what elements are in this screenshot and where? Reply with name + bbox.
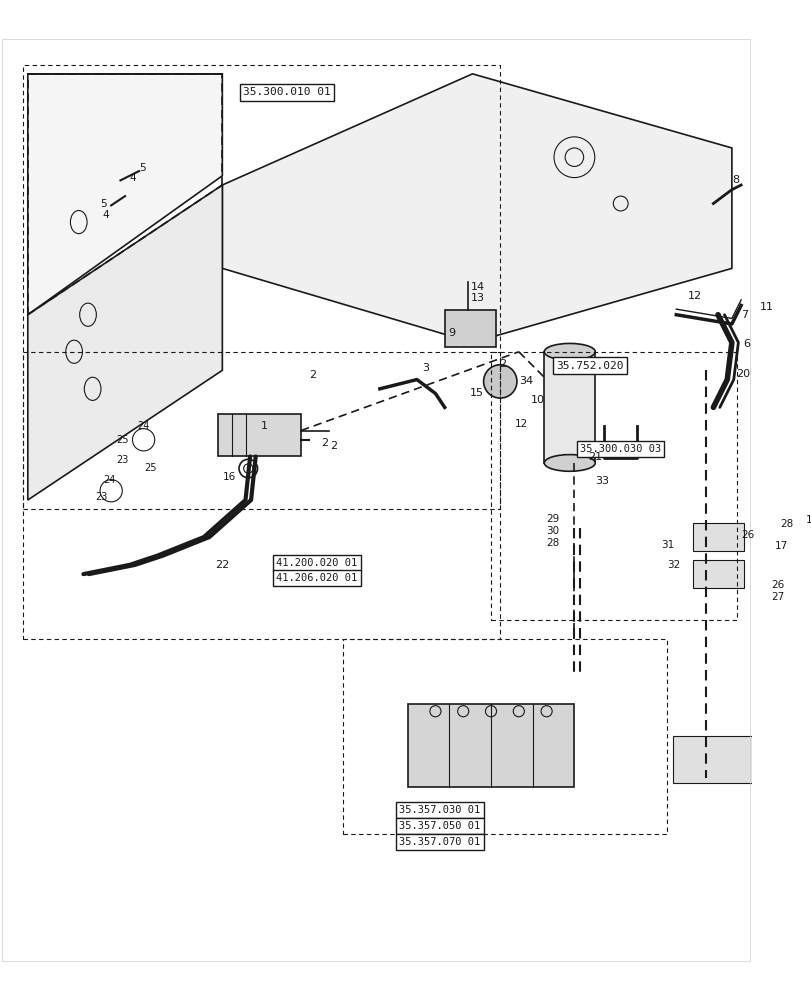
Polygon shape xyxy=(28,185,222,500)
Text: 25: 25 xyxy=(116,435,128,445)
Text: 33: 33 xyxy=(594,476,609,486)
Bar xyxy=(217,414,301,456)
Text: 17: 17 xyxy=(774,541,787,551)
Text: 18: 18 xyxy=(809,526,811,536)
Text: 25: 25 xyxy=(144,463,157,473)
Circle shape xyxy=(483,365,517,398)
Text: 2: 2 xyxy=(329,441,337,451)
Text: 23: 23 xyxy=(96,492,108,502)
Bar xyxy=(692,523,743,551)
Text: 12: 12 xyxy=(514,419,528,429)
Text: 32: 32 xyxy=(666,560,680,570)
Text: 14: 14 xyxy=(470,282,484,292)
Text: 28: 28 xyxy=(779,519,792,529)
Text: 30: 30 xyxy=(546,526,559,536)
Text: 41.206.020 01: 41.206.020 01 xyxy=(276,573,357,583)
Text: 23: 23 xyxy=(116,455,128,465)
Text: 24: 24 xyxy=(103,475,115,485)
Text: 10: 10 xyxy=(530,395,544,405)
Text: 35.300.010 01: 35.300.010 01 xyxy=(243,87,331,97)
Text: 21: 21 xyxy=(587,452,602,462)
Text: 22: 22 xyxy=(215,560,230,570)
Bar xyxy=(543,352,594,463)
Ellipse shape xyxy=(543,343,594,360)
Text: 12: 12 xyxy=(687,291,701,301)
Bar xyxy=(672,736,755,783)
Text: 2: 2 xyxy=(309,370,316,380)
Text: 11: 11 xyxy=(759,302,773,312)
Text: 35.300.030 03: 35.300.030 03 xyxy=(579,444,660,454)
Text: 15: 15 xyxy=(469,388,483,398)
Text: 16: 16 xyxy=(223,472,236,482)
Polygon shape xyxy=(28,74,222,315)
Text: 4: 4 xyxy=(130,173,136,183)
Text: 28: 28 xyxy=(546,538,559,548)
Text: 3: 3 xyxy=(423,363,429,373)
Text: 20: 20 xyxy=(736,369,749,379)
Ellipse shape xyxy=(543,455,594,471)
Polygon shape xyxy=(222,74,731,343)
Text: 35.357.030 01: 35.357.030 01 xyxy=(399,805,480,815)
Text: 24: 24 xyxy=(137,421,149,431)
Text: 34: 34 xyxy=(518,376,532,386)
Text: 35.752.020: 35.752.020 xyxy=(556,361,623,371)
Text: 13: 13 xyxy=(470,293,484,303)
Bar xyxy=(407,704,573,787)
Text: 26: 26 xyxy=(740,530,753,540)
Polygon shape xyxy=(444,310,495,347)
Text: 35.357.070 01: 35.357.070 01 xyxy=(399,837,480,847)
Text: 5: 5 xyxy=(100,199,106,209)
Text: 9: 9 xyxy=(448,328,455,338)
Text: 31: 31 xyxy=(661,540,674,550)
Text: 29: 29 xyxy=(546,514,559,524)
Text: 4: 4 xyxy=(102,210,109,220)
Text: 41.200.020 01: 41.200.020 01 xyxy=(276,558,357,568)
Text: 8: 8 xyxy=(731,175,738,185)
Text: 1: 1 xyxy=(260,421,267,431)
Text: 27: 27 xyxy=(770,592,783,602)
Text: 2: 2 xyxy=(499,359,506,369)
Text: 7: 7 xyxy=(740,310,748,320)
Text: 5: 5 xyxy=(139,163,145,173)
Text: 6: 6 xyxy=(742,339,749,349)
Text: 19: 19 xyxy=(805,515,811,525)
Text: 2: 2 xyxy=(320,438,328,448)
Bar xyxy=(692,560,743,588)
Text: 35.357.050 01: 35.357.050 01 xyxy=(399,821,480,831)
Text: 26: 26 xyxy=(770,580,783,590)
